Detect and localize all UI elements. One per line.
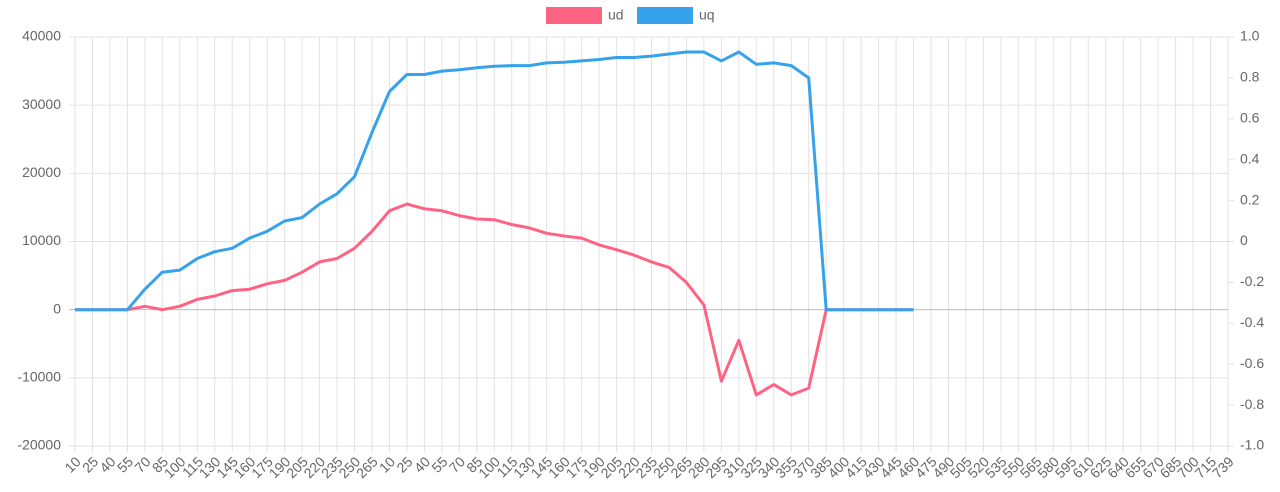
y2-tick-label: 0.4 <box>1240 150 1260 166</box>
y2-tick-label: -0.8 <box>1240 396 1264 412</box>
y2-tick-label: -0.2 <box>1240 273 1264 289</box>
y2-tick-label: 0.8 <box>1240 69 1260 85</box>
y2-tick-label: -0.4 <box>1240 314 1264 330</box>
legend-label: ud <box>608 7 624 23</box>
y-tick-label: 40000 <box>22 28 61 44</box>
x-tick-label: 739 <box>1209 453 1237 481</box>
y2-tick-label: -1.0 <box>1240 437 1264 453</box>
y2-tick-label: 0 <box>1240 232 1248 248</box>
y-tick-label: 0 <box>53 300 61 316</box>
series-line <box>75 50 914 312</box>
y2-tick-label: 0.6 <box>1240 110 1260 126</box>
y-tick-label: 20000 <box>22 164 61 180</box>
y2-tick-label: 0.2 <box>1240 191 1260 207</box>
legend-label: uq <box>699 7 715 23</box>
series-line <box>75 202 914 397</box>
y2-tick-label: 1.0 <box>1240 28 1260 44</box>
x-tick-label: 265 <box>353 453 381 481</box>
y-tick-label: 10000 <box>22 232 61 248</box>
y-tick-label: -20000 <box>17 437 61 453</box>
legend-swatch <box>637 7 693 24</box>
legend-swatch <box>546 7 602 24</box>
y-tick-label: -10000 <box>17 369 61 385</box>
y2-tick-label: -0.6 <box>1240 355 1264 371</box>
y-tick-label: 30000 <box>22 96 61 112</box>
